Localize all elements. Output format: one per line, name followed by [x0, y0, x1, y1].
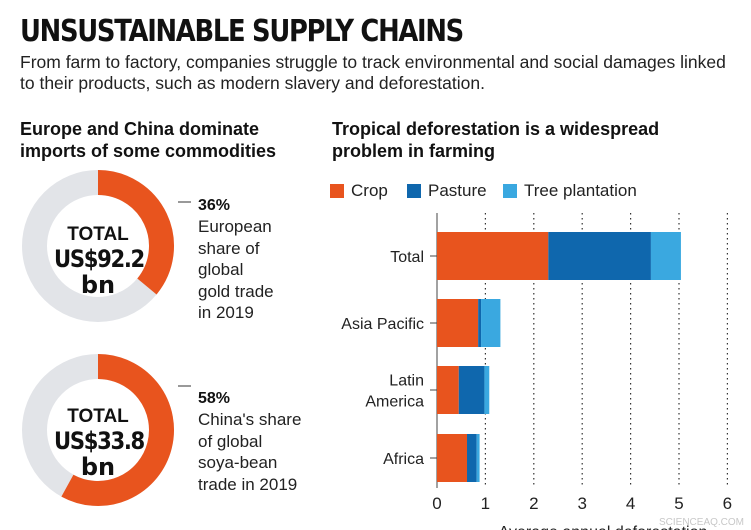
x-tick-label: 1: [481, 494, 490, 513]
bar-segment-crop: [437, 299, 479, 347]
category-label: America: [365, 394, 424, 411]
bar-segment-pasture: [458, 366, 485, 414]
gold-share-note: 36% European share of global gold trade …: [198, 196, 274, 324]
gold-total-value: US$92.2: [54, 245, 145, 273]
x-tick-label: 4: [626, 494, 635, 513]
soya-share-percent: 58%: [198, 390, 231, 407]
bar-segment-pasture: [548, 232, 651, 280]
gold-share-percent: 36%: [198, 197, 231, 214]
left-section-heading: Europe and China dominate imports of som…: [20, 119, 277, 161]
soya-note-line: trade in 2019: [198, 474, 298, 494]
page-title: UNSUSTAINABLE SUPPLY CHAINS: [20, 14, 464, 49]
gold-note-line: gold trade: [198, 281, 274, 301]
gold-note-line: global: [198, 260, 244, 279]
bar-segment-crop: [437, 366, 459, 414]
soya-share-note: 58% China's share of global soya-bean tr…: [198, 389, 301, 495]
bar-segment-tree-plantation: [484, 366, 490, 414]
x-tick-label: 0: [432, 494, 441, 513]
soya-donut-total: TOTAL US$33.8 bn: [48, 406, 148, 480]
category-label: Total: [390, 249, 424, 266]
soya-total-value: US$33.8: [54, 427, 145, 455]
legend-label-crop: Crop: [351, 181, 388, 200]
x-tick-label: 5: [674, 494, 683, 513]
legend-item-crop: Crop: [330, 181, 388, 201]
legend-swatch-crop: [330, 184, 344, 198]
bar-segment-pasture: [478, 299, 482, 347]
soya-total-unit: bn: [80, 453, 116, 481]
gold-note-line: share of: [198, 238, 260, 258]
donut-share-arc: [97, 170, 174, 295]
category-label: Asia Pacific: [341, 316, 424, 333]
legend-label-tree-plantation: Tree plantation: [524, 181, 637, 200]
soya-note-line: China's share: [198, 410, 302, 429]
gold-note-line: in 2019: [198, 303, 254, 322]
legend-label-pasture: Pasture: [428, 181, 487, 200]
x-tick-label: 6: [723, 494, 732, 513]
bar-segment-tree-plantation: [481, 299, 501, 347]
legend-item-pasture: Pasture: [407, 181, 487, 201]
gold-note-line: European: [198, 217, 272, 236]
watermark: SCIENCEAQ.COM: [659, 517, 744, 528]
gold-total-unit: bn: [80, 271, 116, 299]
gold-donut-total: TOTAL US$92.2 bn: [48, 224, 148, 298]
x-tick-label: 2: [529, 494, 538, 513]
legend-swatch-tree-plantation: [503, 184, 517, 198]
page-subtitle: From farm to factory, companies struggle…: [20, 52, 726, 93]
donut-share-arc: [61, 354, 174, 506]
bar-segment-tree-plantation: [650, 232, 681, 280]
bar-segment-tree-plantation: [476, 434, 480, 482]
bar-segment-crop: [437, 232, 549, 280]
bar-segment-pasture: [467, 434, 477, 482]
x-axis-label: Average annual deforestation: [499, 524, 708, 530]
legend-swatch-pasture: [407, 184, 421, 198]
legend-item-tree-plantation: Tree plantation: [503, 181, 637, 201]
soya-total-label: TOTAL: [67, 406, 129, 427]
category-label: Latin: [389, 373, 424, 390]
soya-note-line: soya-bean: [198, 453, 278, 472]
category-label: Africa: [383, 451, 424, 468]
soya-note-line: of global: [198, 431, 263, 451]
x-tick-label: 3: [577, 494, 586, 513]
right-section-heading: Tropical deforestation is a widespread p…: [332, 119, 660, 161]
bar-segment-crop: [437, 434, 468, 482]
gold-total-label: TOTAL: [67, 224, 129, 245]
